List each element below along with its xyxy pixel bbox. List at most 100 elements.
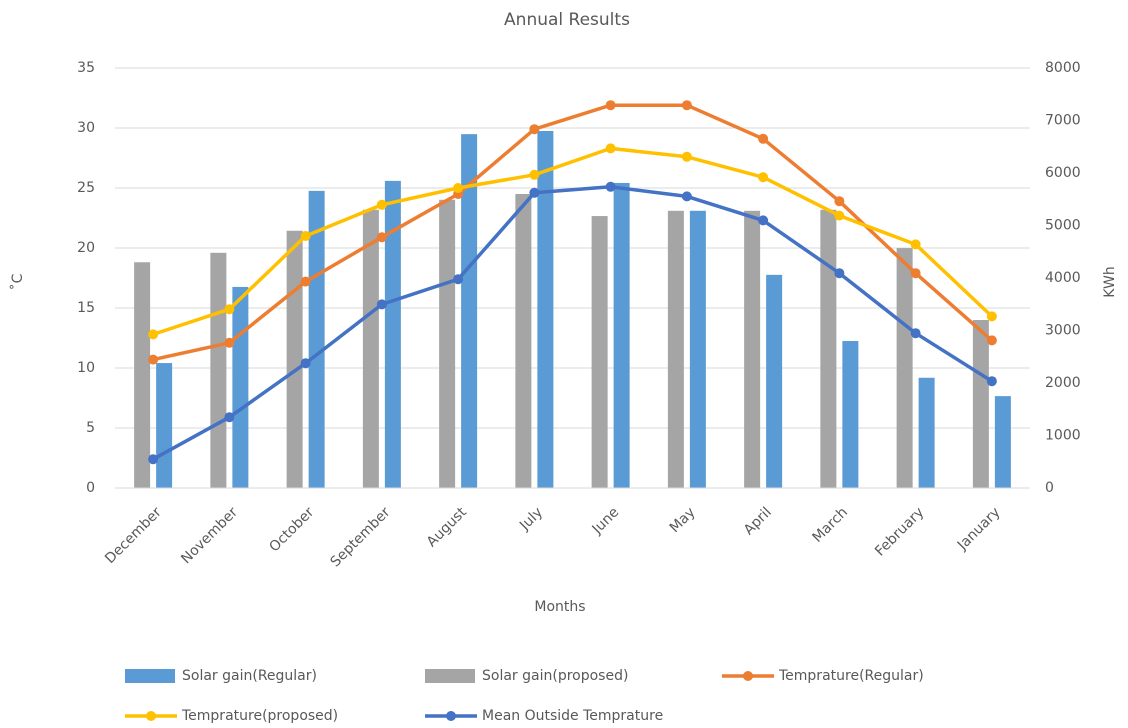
bar — [744, 210, 761, 489]
marker — [224, 337, 235, 348]
marker — [910, 328, 921, 339]
x-tick-label: June — [589, 504, 623, 538]
x-tick-label: December — [102, 504, 165, 567]
legend-swatch — [446, 711, 456, 721]
y2-tick-label: 6000 — [1045, 165, 1081, 181]
marker — [681, 191, 692, 202]
x-tick-label: July — [516, 504, 546, 534]
x-tick-label: August — [424, 504, 470, 550]
marker — [758, 172, 769, 183]
marker — [529, 169, 540, 180]
x-tick-label: March — [810, 504, 851, 545]
marker — [605, 100, 616, 111]
bar — [667, 210, 684, 489]
bar — [842, 341, 859, 488]
bar — [156, 363, 173, 488]
bar — [766, 274, 783, 488]
legend-swatch — [146, 711, 156, 721]
bar — [439, 199, 456, 488]
bar — [820, 209, 837, 488]
marker — [376, 299, 387, 310]
bar — [232, 286, 249, 488]
marker — [148, 454, 159, 465]
line — [152, 103, 994, 362]
y2-tick-label: 1000 — [1045, 428, 1081, 444]
y2-tick-label: 8000 — [1045, 60, 1081, 76]
legend-label: Solar gain(Regular) — [182, 668, 317, 684]
bar — [210, 252, 227, 488]
y2-tick-label: 4000 — [1045, 270, 1081, 286]
line — [152, 185, 993, 461]
bar — [537, 131, 554, 488]
y2-tick-label: 2000 — [1045, 375, 1081, 391]
marker — [148, 329, 159, 340]
marker — [986, 376, 997, 387]
x-tick-label: September — [327, 504, 393, 570]
legend-swatch — [743, 671, 753, 681]
marker — [529, 124, 540, 135]
bar — [972, 320, 989, 488]
marker — [376, 232, 387, 243]
bar — [591, 216, 608, 489]
marker — [300, 276, 311, 287]
legend-label: Temprature(proposed) — [181, 708, 338, 724]
marker — [376, 199, 387, 210]
x-tick-label: November — [178, 504, 241, 567]
chart-title: Annual Results — [504, 10, 630, 30]
y-axis-title: ˚C — [9, 273, 26, 290]
legend-swatch — [425, 669, 475, 683]
marker — [453, 274, 464, 285]
marker — [758, 215, 769, 226]
y2-axis-title: KWh — [1102, 266, 1118, 297]
y-tick-label: 30 — [77, 120, 95, 136]
y-tick-label: 25 — [77, 180, 95, 196]
marker — [300, 231, 311, 241]
marker — [453, 183, 464, 193]
line — [152, 146, 994, 337]
marker — [758, 133, 769, 144]
y-tick-label: 15 — [77, 300, 95, 316]
y2-tick-label: 7000 — [1045, 113, 1081, 129]
marker — [529, 187, 540, 198]
x-tick-label: April — [741, 504, 775, 538]
y-tick-label: 0 — [86, 480, 95, 496]
marker — [681, 100, 692, 111]
marker — [224, 412, 235, 423]
marker — [834, 268, 845, 279]
bar — [994, 396, 1011, 488]
y2-tick-label: 0 — [1045, 480, 1054, 496]
legend-label: Mean Outside Temprature — [482, 708, 663, 724]
marker — [605, 181, 616, 192]
marker — [910, 268, 921, 279]
y-tick-label: 5 — [86, 420, 95, 436]
marker — [605, 143, 616, 154]
y-tick-label: 35 — [77, 60, 95, 76]
legend-label: Solar gain(proposed) — [482, 668, 628, 684]
legend-swatch — [125, 669, 175, 683]
bar — [689, 210, 706, 489]
x-tick-label: May — [667, 504, 699, 536]
legend-label: Temprature(Regular) — [778, 668, 924, 684]
x-axis-title: Months — [534, 599, 585, 615]
y-tick-label: 10 — [77, 360, 95, 376]
bar — [384, 180, 401, 488]
y-tick-label: 20 — [77, 240, 95, 256]
x-tick-label: February — [872, 504, 927, 559]
marker — [910, 239, 921, 250]
bar — [896, 248, 913, 488]
marker — [300, 358, 311, 369]
marker — [986, 311, 997, 322]
bar — [515, 194, 532, 488]
bar — [134, 262, 151, 488]
bar — [362, 209, 379, 488]
marker — [148, 354, 159, 365]
y2-tick-label: 5000 — [1045, 218, 1081, 234]
bar — [286, 230, 303, 488]
marker — [986, 335, 997, 346]
y2-tick-label: 3000 — [1045, 323, 1081, 339]
marker — [834, 210, 845, 221]
marker — [224, 304, 235, 315]
bar — [461, 134, 478, 488]
x-tick-label: January — [954, 504, 1004, 554]
